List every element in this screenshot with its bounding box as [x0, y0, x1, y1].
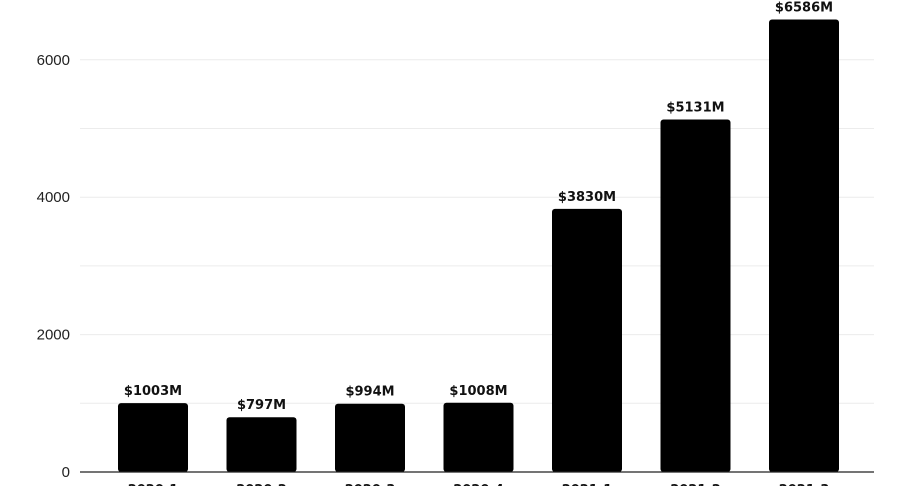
label-layer: 0 2000 4000 6000 $1003M 2020-1 $797M 2020-2 $994… — [37, 1, 833, 486]
bar-value-label: $3830M — [558, 190, 616, 205]
grid-layer — [80, 59, 874, 404]
x-tick-label: 2020-3 — [345, 483, 396, 486]
x-tick-label: 2020-2 — [236, 483, 287, 486]
bar — [443, 402, 514, 472]
bar — [660, 119, 731, 472]
bar-layer — [118, 19, 839, 472]
bar — [769, 19, 839, 472]
x-tick-label: 2021-1 — [562, 483, 613, 486]
bar — [552, 208, 622, 472]
x-tick-label: 2021-3 — [779, 483, 830, 486]
bar — [335, 403, 405, 472]
x-tick-label: 2020-4 — [453, 483, 504, 486]
bar — [226, 417, 297, 472]
y-tick-label: 0 — [62, 464, 70, 481]
bar — [118, 403, 188, 472]
bar-value-label: $797M — [237, 398, 286, 413]
bar-value-label: $994M — [345, 385, 394, 400]
bar-value-label: $5131M — [666, 101, 724, 116]
bar-value-label: $1003M — [124, 384, 182, 399]
x-tick-label: 2020-1 — [128, 483, 179, 486]
bar-value-label: $1008M — [449, 384, 507, 399]
y-tick-label: 4000 — [37, 189, 70, 206]
x-tick-label: 2021-2 — [670, 483, 721, 486]
y-tick-label: 2000 — [37, 327, 70, 344]
y-tick-label: 6000 — [37, 52, 70, 69]
bar-value-label: $6586M — [775, 1, 833, 16]
